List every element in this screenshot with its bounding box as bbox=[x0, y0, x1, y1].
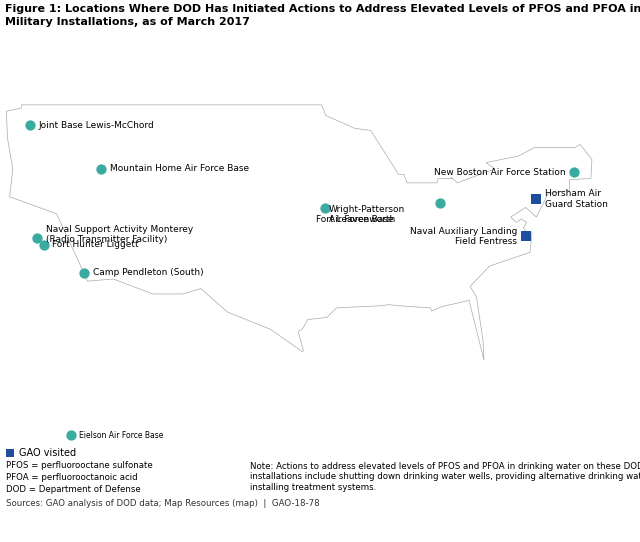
Text: Joint Base Lewis-McChord: Joint Base Lewis-McChord bbox=[38, 121, 154, 130]
Text: PFOA = perfluorooctanoic acid: PFOA = perfluorooctanoic acid bbox=[6, 473, 138, 482]
Text: GAO visited: GAO visited bbox=[19, 448, 76, 458]
Text: Sources: GAO analysis of DOD data; Map Resources (map)  |  GAO-18-78: Sources: GAO analysis of DOD data; Map R… bbox=[6, 499, 320, 508]
Point bbox=[97, 165, 107, 173]
Text: Naval Auxiliary Landing
Field Fentress: Naval Auxiliary Landing Field Fentress bbox=[410, 227, 517, 246]
Text: Fort Hunter Liggett: Fort Hunter Liggett bbox=[52, 240, 139, 249]
Point bbox=[320, 204, 330, 213]
Text: New Boston Air Force Station: New Boston Air Force Station bbox=[434, 167, 565, 177]
Text: Figure 1: Locations Where DOD Has Initiated Actions to Address Elevated Levels o: Figure 1: Locations Where DOD Has Initia… bbox=[5, 4, 640, 14]
Text: Military Installations, as of March 2017: Military Installations, as of March 2017 bbox=[5, 17, 250, 27]
Text: Eielson Air Force Base: Eielson Air Force Base bbox=[79, 430, 164, 440]
Text: Fort Leavenworth: Fort Leavenworth bbox=[316, 215, 396, 224]
Point bbox=[25, 121, 35, 130]
Point bbox=[38, 241, 49, 249]
Point bbox=[435, 199, 445, 208]
Point bbox=[79, 268, 90, 277]
Text: Note: Actions to address elevated levels of PFOS and PFOA in drinking water on t: Note: Actions to address elevated levels… bbox=[250, 462, 640, 492]
Text: Naval Support Activity Monterey
(Radio Transmitter Facility): Naval Support Activity Monterey (Radio T… bbox=[45, 224, 193, 244]
Point bbox=[520, 232, 531, 241]
Point bbox=[32, 234, 42, 243]
Text: Wright-Patterson
Air Force Base: Wright-Patterson Air Force Base bbox=[329, 204, 405, 224]
Text: PFOS = perfluorooctane sulfonate: PFOS = perfluorooctane sulfonate bbox=[6, 461, 153, 470]
Text: Camp Pendleton (South): Camp Pendleton (South) bbox=[93, 268, 204, 277]
Point bbox=[531, 195, 541, 203]
Text: DOD = Department of Defense: DOD = Department of Defense bbox=[6, 485, 141, 494]
Text: Mountain Home Air Force Base: Mountain Home Air Force Base bbox=[110, 164, 249, 173]
Point bbox=[66, 431, 76, 440]
Point bbox=[569, 168, 579, 177]
Text: Horsham Air
Guard Station: Horsham Air Guard Station bbox=[545, 189, 607, 209]
Polygon shape bbox=[6, 105, 592, 360]
